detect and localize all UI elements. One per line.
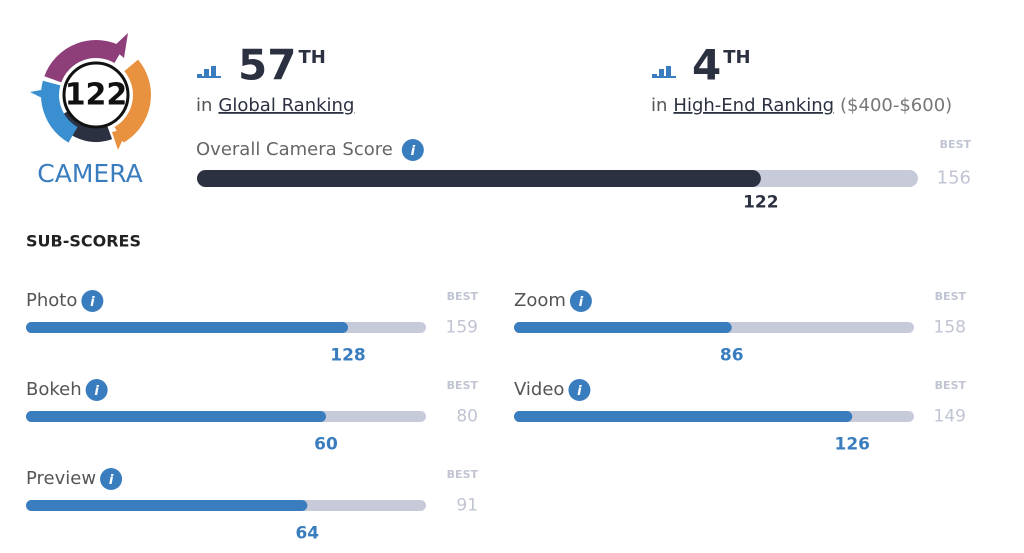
rank-icon [666,66,671,78]
score-fill [26,411,326,422]
overall-label: Overall Camera Score [196,139,393,160]
score-value: 126 [835,435,871,455]
rank-icon [659,69,664,78]
rank-caption: in High-End Ranking ($400-$600) [651,95,952,116]
subscores-title: SUB-SCORES [26,232,141,251]
best-label: BEST [447,379,479,392]
score-fill [26,500,308,511]
best-value: 158 [934,318,966,338]
subscore-name: Preview [26,468,96,489]
info-icon[interactable] [568,379,591,401]
rank-suffix: TH [298,47,325,68]
info-icon-label: i [577,384,582,399]
info-icon[interactable] [569,290,592,312]
best-label: BEST [940,138,972,151]
best-value: 91 [456,496,478,516]
subscore-name: Bokeh [26,379,82,400]
best-value: 149 [934,407,966,427]
subscore-name: Photo [26,290,77,311]
rank-icon [211,66,216,78]
best-value: 156 [937,168,971,189]
score-fill [514,322,732,333]
best-value: 159 [446,318,478,338]
logo-arc [112,128,128,150]
rank-suffix: TH [723,47,750,68]
best-label: BEST [935,379,967,392]
info-icon[interactable] [100,468,123,490]
score-value: 60 [314,435,338,455]
rank-name[interactable]: Global Ranking [218,95,354,116]
logo-core [62,61,130,129]
logo-arc [44,40,124,83]
rank-number: 4 [692,41,721,90]
info-icon-label: i [90,295,95,310]
badge-label: CAMERA [37,159,142,188]
score-value: 128 [330,346,366,366]
camera-badge-logo [30,33,151,150]
info-icon[interactable] [81,290,104,312]
rank-prefix: in [651,95,667,116]
score-fill [197,170,761,187]
info-icon-label: i [109,473,114,488]
best-label: BEST [447,290,479,303]
score-fill [514,411,853,422]
logo-arc [30,88,52,102]
logo-arc [112,33,128,58]
score-value: 86 [720,346,744,366]
badge-score: 122 [65,78,128,113]
subscore-name: Video [514,379,564,400]
rank-number: 57 [238,41,296,90]
info-icon[interactable] [85,379,108,401]
rank-icon [652,76,676,78]
info-icon[interactable] [401,139,424,161]
best-value: 80 [456,407,478,427]
score-fill [26,322,349,333]
best-label: BEST [447,468,479,481]
info-icon-label: i [411,144,416,159]
score-value: 122 [743,193,779,213]
info-icon-label: i [579,295,584,310]
rank-note: ($400-$600) [840,95,952,116]
best-label: BEST [935,290,967,303]
subscore-name: Zoom [514,290,566,311]
rank-icon [204,69,209,78]
score-value: 64 [295,524,319,544]
rank-name[interactable]: High-End Ranking [673,95,834,116]
rank-prefix: in [196,95,212,116]
info-icon-label: i [94,384,99,399]
rank-caption: in Global Ranking [196,95,354,116]
rank-icon [197,76,221,78]
